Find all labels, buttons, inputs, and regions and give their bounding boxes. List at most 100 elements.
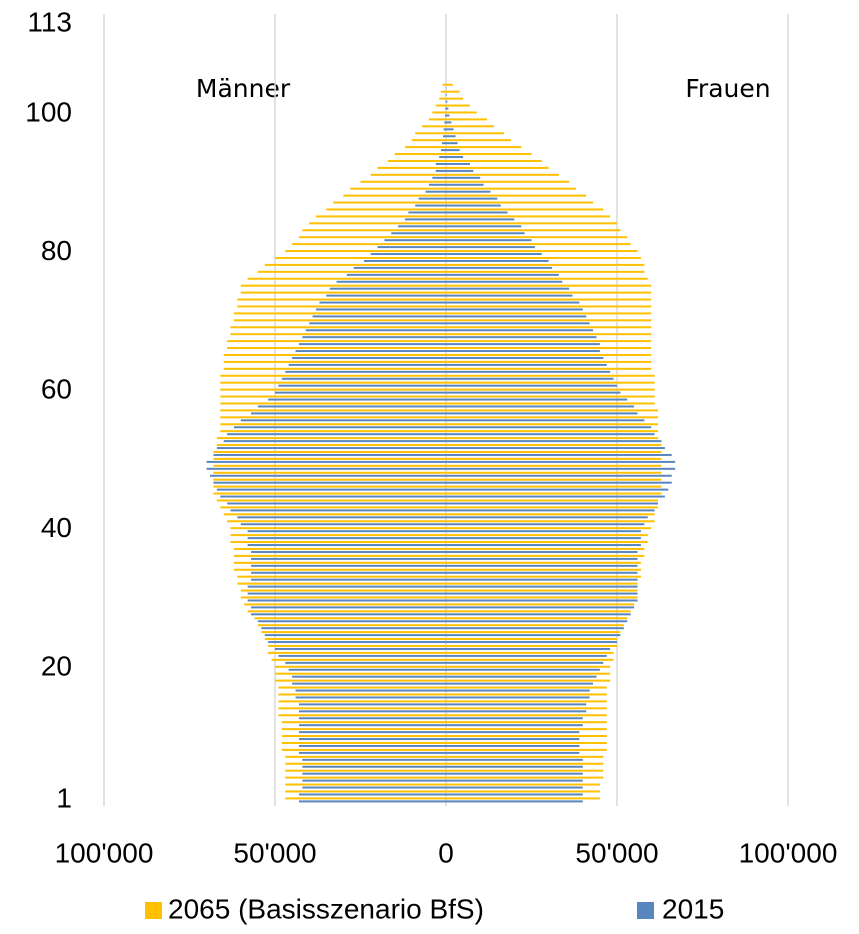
bar (446, 118, 488, 121)
bar (446, 350, 600, 353)
bar (223, 360, 446, 363)
bar (285, 769, 446, 772)
bar (446, 672, 611, 675)
x-tick-label: 100'000 (739, 837, 838, 868)
annotation: Männer (196, 74, 291, 103)
bar (223, 367, 446, 370)
bar (446, 467, 676, 470)
bar (446, 738, 580, 741)
bar (446, 166, 549, 169)
bar (223, 353, 446, 356)
bar (298, 717, 446, 720)
bar (446, 100, 448, 103)
bar (213, 453, 446, 456)
bar (446, 772, 583, 775)
legend-swatch (637, 902, 654, 919)
bar (446, 173, 559, 176)
bar (415, 132, 446, 135)
bar (326, 294, 446, 297)
bar (446, 606, 635, 609)
bar (268, 651, 446, 654)
bar (227, 502, 446, 505)
bar (240, 284, 446, 287)
bar (428, 118, 446, 121)
bar (206, 467, 446, 470)
bar (435, 104, 446, 107)
bar (446, 270, 645, 273)
bar (278, 693, 446, 696)
bar (404, 146, 446, 149)
bar (446, 758, 583, 761)
bar (446, 388, 655, 391)
bar (220, 381, 446, 384)
bar (446, 356, 604, 359)
bar (432, 111, 446, 114)
bar (398, 225, 446, 228)
bar (446, 530, 641, 533)
bar (237, 575, 446, 578)
bar (446, 721, 607, 724)
bar (377, 246, 446, 249)
bar (446, 381, 655, 384)
bar (233, 547, 446, 550)
bar (446, 523, 645, 526)
bar (446, 232, 525, 235)
bar (278, 654, 446, 657)
bar (446, 363, 607, 366)
bar (298, 703, 446, 706)
bar (275, 679, 446, 682)
bar (446, 520, 655, 523)
bar (298, 343, 446, 346)
bar (446, 135, 456, 138)
bar (442, 135, 446, 138)
bar (336, 280, 446, 283)
bar (446, 409, 659, 412)
bar (281, 748, 446, 751)
bar (244, 603, 446, 606)
bar (275, 672, 446, 675)
bar (446, 797, 600, 800)
bar (446, 654, 607, 657)
bar (233, 312, 446, 315)
bar (275, 665, 446, 668)
bar (285, 250, 446, 253)
bar (213, 464, 446, 467)
bar (446, 589, 638, 592)
bar (247, 277, 446, 280)
bar (446, 225, 522, 228)
bar (446, 374, 655, 377)
bar (251, 412, 446, 415)
bar (446, 634, 621, 637)
bar (446, 176, 481, 179)
bar (446, 277, 648, 280)
bar (446, 578, 638, 581)
bar (247, 592, 446, 595)
bar (278, 700, 446, 703)
bar (216, 499, 446, 502)
bar (446, 696, 590, 699)
bar (213, 485, 446, 488)
bar (446, 111, 477, 114)
bar (446, 370, 611, 373)
bar (446, 444, 662, 447)
bar (408, 211, 446, 214)
bar (271, 658, 446, 661)
bar (411, 139, 446, 142)
bar (230, 534, 446, 537)
bar (432, 176, 446, 179)
bar (446, 516, 648, 519)
bar (446, 748, 607, 751)
bar (298, 738, 446, 741)
bar (281, 728, 446, 731)
bar (220, 506, 446, 509)
bar (441, 142, 446, 145)
bar (446, 513, 655, 516)
bar (446, 453, 672, 456)
bar (446, 250, 638, 253)
bar (264, 638, 446, 641)
bar (446, 460, 676, 463)
bar (446, 298, 652, 301)
bar (261, 631, 446, 634)
bar (446, 433, 655, 436)
